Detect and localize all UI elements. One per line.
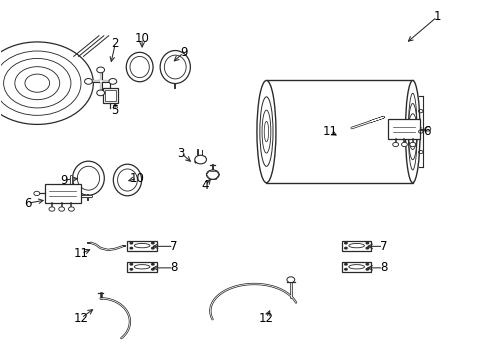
Circle shape <box>151 242 155 244</box>
Bar <box>127 262 157 272</box>
Text: 10: 10 <box>134 32 149 45</box>
Text: 8: 8 <box>170 261 177 274</box>
Bar <box>44 184 81 203</box>
Circle shape <box>68 207 74 211</box>
Circle shape <box>424 127 430 131</box>
Circle shape <box>34 191 40 195</box>
Text: 2: 2 <box>111 37 119 50</box>
Text: 11: 11 <box>322 125 337 138</box>
Text: 5: 5 <box>111 104 119 117</box>
Text: 1: 1 <box>432 10 440 23</box>
Circle shape <box>194 155 206 164</box>
Bar <box>341 262 370 272</box>
Circle shape <box>129 247 133 249</box>
Text: 10: 10 <box>129 172 144 185</box>
Text: 11: 11 <box>74 247 88 260</box>
Circle shape <box>84 78 92 84</box>
Circle shape <box>97 90 104 96</box>
Circle shape <box>0 42 93 125</box>
Circle shape <box>206 170 219 179</box>
Circle shape <box>286 277 294 283</box>
Ellipse shape <box>73 161 104 195</box>
Ellipse shape <box>160 50 190 84</box>
Text: 9: 9 <box>180 46 187 59</box>
Text: 8: 8 <box>379 261 386 274</box>
Circle shape <box>151 263 155 266</box>
Circle shape <box>151 247 155 249</box>
Bar <box>104 90 116 102</box>
Circle shape <box>365 247 368 249</box>
Text: 7: 7 <box>379 240 386 253</box>
Circle shape <box>365 242 368 244</box>
Text: 6: 6 <box>423 125 430 138</box>
Ellipse shape <box>113 164 142 196</box>
Circle shape <box>343 263 347 266</box>
Text: 6: 6 <box>24 197 31 210</box>
Bar <box>127 240 157 251</box>
Circle shape <box>409 142 415 147</box>
Circle shape <box>49 207 55 211</box>
Text: 12: 12 <box>259 311 273 325</box>
Circle shape <box>392 142 398 147</box>
Circle shape <box>365 263 368 266</box>
Bar <box>387 119 419 139</box>
Circle shape <box>343 268 347 271</box>
Text: 3: 3 <box>177 147 184 159</box>
Bar <box>266 81 412 183</box>
Circle shape <box>343 242 347 244</box>
Ellipse shape <box>256 81 275 183</box>
Ellipse shape <box>126 52 153 82</box>
Ellipse shape <box>405 81 419 183</box>
Text: 12: 12 <box>74 311 88 325</box>
Circle shape <box>97 67 104 73</box>
Circle shape <box>129 268 133 271</box>
Text: 9: 9 <box>60 174 68 186</box>
Circle shape <box>59 207 64 211</box>
Text: 4: 4 <box>202 179 209 192</box>
Circle shape <box>401 142 407 147</box>
Circle shape <box>151 268 155 271</box>
Circle shape <box>109 78 117 84</box>
Circle shape <box>129 242 133 244</box>
Circle shape <box>343 247 347 249</box>
Circle shape <box>129 263 133 266</box>
Text: 7: 7 <box>170 240 177 253</box>
Circle shape <box>365 268 368 271</box>
Bar <box>102 88 118 103</box>
Bar <box>341 240 370 251</box>
